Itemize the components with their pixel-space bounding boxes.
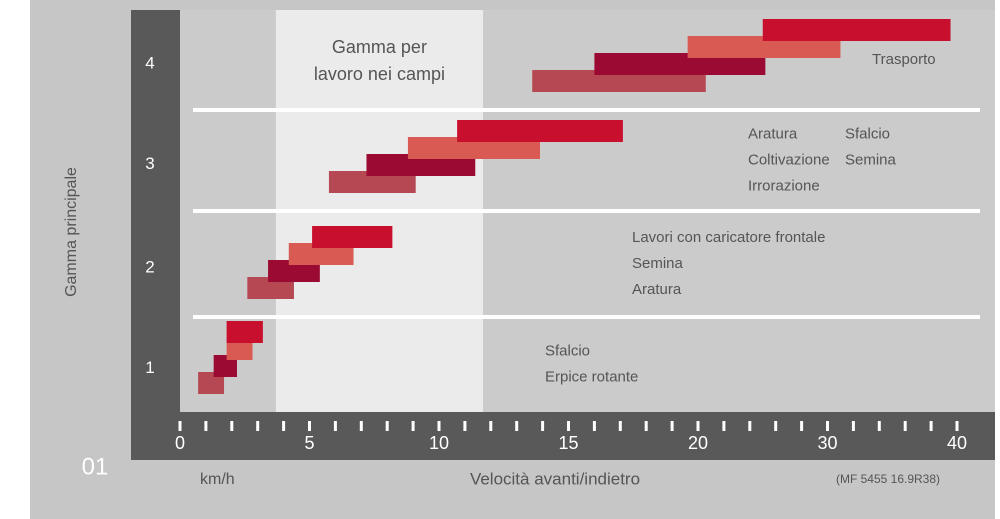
minor-tick bbox=[592, 421, 596, 431]
annotation: Trasporto bbox=[872, 51, 936, 68]
minor-tick bbox=[359, 421, 363, 431]
annotation: Lavori con caricatore frontale bbox=[632, 229, 825, 246]
field-label: lavoro nei campi bbox=[314, 64, 445, 84]
annotation: Aratura bbox=[632, 281, 682, 298]
minor-tick bbox=[670, 421, 674, 431]
minor-tick bbox=[929, 421, 933, 431]
speed-range-bar bbox=[213, 355, 237, 377]
axis-group: 0 5 10 15 20 30 40 bbox=[175, 421, 967, 453]
speed-range-bar bbox=[594, 53, 766, 75]
annotation: Aratura bbox=[748, 125, 798, 142]
minor-tick bbox=[256, 421, 260, 431]
speed-range-bar bbox=[198, 372, 225, 394]
speed-range-bar bbox=[288, 243, 354, 265]
speed-axis bbox=[131, 412, 995, 460]
speed-range-bar bbox=[247, 277, 294, 299]
tick-mark bbox=[826, 421, 829, 431]
annotation: Erpice rotante bbox=[545, 368, 638, 385]
field-label: Gamma per bbox=[332, 37, 427, 57]
tick-mark bbox=[437, 421, 441, 431]
speed-range-bar bbox=[407, 137, 541, 159]
minor-tick bbox=[644, 421, 648, 431]
figure-label: 01 bbox=[82, 453, 109, 480]
minor-tick bbox=[411, 421, 415, 431]
minor-tick bbox=[800, 421, 804, 431]
minor-tick bbox=[230, 421, 234, 431]
x-tick-label: 30 bbox=[817, 433, 837, 453]
minor-tick bbox=[774, 421, 778, 431]
speed-range-bar bbox=[328, 171, 416, 193]
tick-mark bbox=[696, 421, 700, 431]
minor-tick bbox=[618, 421, 622, 431]
x-tick-label: 10 bbox=[429, 433, 449, 453]
note: (MF 5455 16.9R38) bbox=[836, 472, 940, 486]
minor-tick bbox=[282, 421, 286, 431]
x-axis-label: Velocità avanti/indietro bbox=[470, 469, 640, 488]
x-tick-label: 20 bbox=[688, 433, 708, 453]
annotation: Semina bbox=[632, 255, 684, 272]
minor-tick bbox=[489, 421, 493, 431]
speed-range-bar bbox=[457, 120, 623, 142]
speed-range-bar bbox=[762, 19, 951, 41]
speed-range-bar bbox=[687, 36, 841, 58]
y-axis-label: Gamma principale bbox=[63, 167, 80, 297]
tick-mark bbox=[178, 421, 182, 431]
minor-tick bbox=[204, 421, 208, 431]
minor-tick bbox=[515, 421, 519, 431]
minor-tick bbox=[541, 421, 545, 431]
minor-tick bbox=[385, 421, 389, 431]
x-tick-label: 15 bbox=[558, 433, 578, 453]
speed-range-bar bbox=[268, 260, 320, 282]
minor-tick bbox=[722, 421, 726, 431]
gear-axis bbox=[131, 10, 180, 412]
speed-range-bar bbox=[312, 226, 393, 248]
minor-tick bbox=[748, 421, 752, 431]
gear-label: 1 bbox=[145, 358, 154, 377]
minor-tick bbox=[851, 421, 855, 431]
annotation: Semina bbox=[845, 151, 897, 168]
minor-tick bbox=[877, 421, 881, 431]
minor-tick bbox=[333, 421, 337, 431]
x-unit: km/h bbox=[200, 471, 235, 488]
tick-mark bbox=[567, 421, 570, 431]
x-tick-label: 40 bbox=[947, 433, 967, 453]
x-tick-label: 5 bbox=[304, 433, 314, 453]
annotation: Coltivazione bbox=[748, 151, 830, 168]
tick-mark bbox=[308, 421, 311, 431]
rows: 1 Sfalcio Erpice rotante 2 Lavori con carica… bbox=[145, 19, 980, 394]
gear-label: 3 bbox=[145, 154, 154, 173]
x-tick-label: 0 bbox=[175, 433, 185, 453]
tick-mark bbox=[955, 421, 959, 431]
speed-range-bar bbox=[532, 70, 706, 92]
gear-label: 2 bbox=[145, 257, 154, 276]
speed-range-bar bbox=[366, 154, 476, 176]
speed-range-bar bbox=[226, 321, 263, 343]
minor-tick bbox=[463, 421, 467, 431]
annotation: Sfalcio bbox=[545, 342, 590, 359]
annotation: Sfalcio bbox=[845, 125, 890, 142]
annotation: Irrorazione bbox=[748, 177, 820, 194]
minor-tick bbox=[903, 421, 907, 431]
gear-label: 4 bbox=[145, 53, 154, 72]
speed-range-bar bbox=[226, 338, 253, 360]
